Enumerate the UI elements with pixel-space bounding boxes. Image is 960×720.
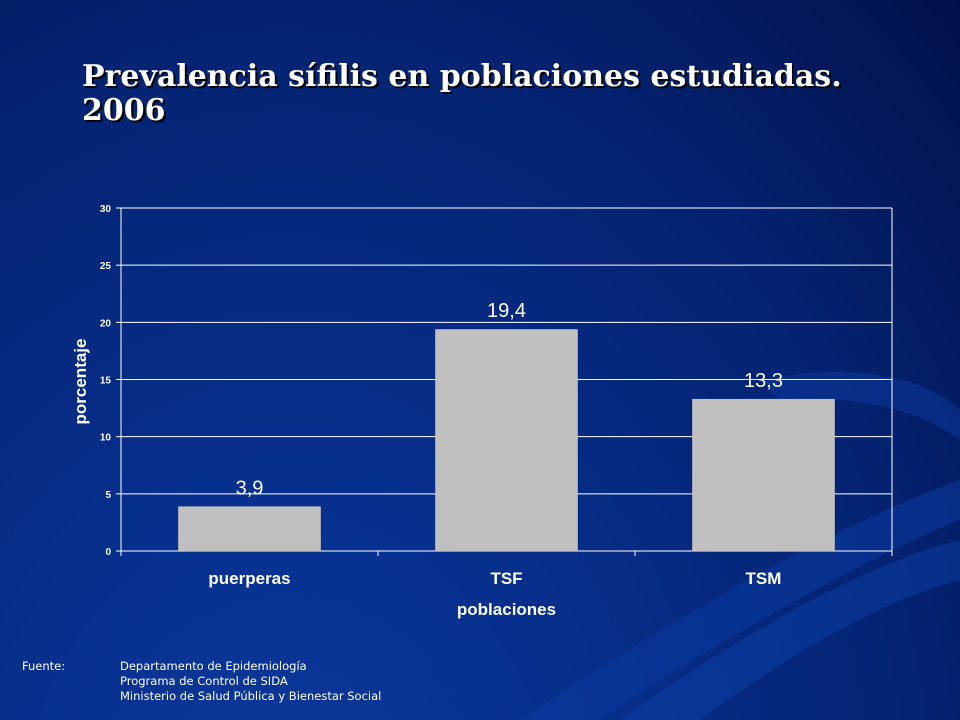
x-axis-label: poblaciones [457, 600, 556, 619]
title-line-1: Prevalencia sífilis en poblaciones estud… [82, 59, 842, 94]
bar [178, 506, 321, 551]
y-axis-label: porcentaje [71, 339, 90, 425]
y-tick-label: 30 [100, 204, 112, 215]
data-label: 3,9 [236, 477, 264, 499]
y-tick-label: 0 [105, 547, 111, 558]
data-label: 19,4 [487, 300, 526, 322]
y-tick-label: 5 [105, 490, 111, 501]
source-line: Ministerio de Salud Pública y Bienestar … [120, 689, 382, 703]
bar [692, 398, 835, 551]
page-title: Prevalencia sífilis en poblaciones estud… [82, 60, 882, 128]
y-tick-label: 15 [100, 376, 112, 387]
source-line: Departamento de Epidemiología [120, 659, 307, 673]
source-lines: Departamento de Epidemiología Programa d… [120, 659, 520, 704]
y-tick-label: 10 [100, 433, 112, 444]
y-tick-label: 20 [100, 318, 112, 329]
y-tick-label: 25 [100, 261, 112, 272]
source-label: Fuente: [22, 659, 66, 673]
x-tick-label: TSM [746, 569, 782, 588]
x-tick-label: TSF [490, 569, 522, 588]
data-label: 13,3 [744, 370, 783, 392]
source-line: Programa de Control de SIDA [120, 674, 288, 688]
x-tick-label: puerperas [208, 569, 290, 588]
bar [435, 329, 578, 551]
title-line-2: 2006 [82, 93, 166, 128]
